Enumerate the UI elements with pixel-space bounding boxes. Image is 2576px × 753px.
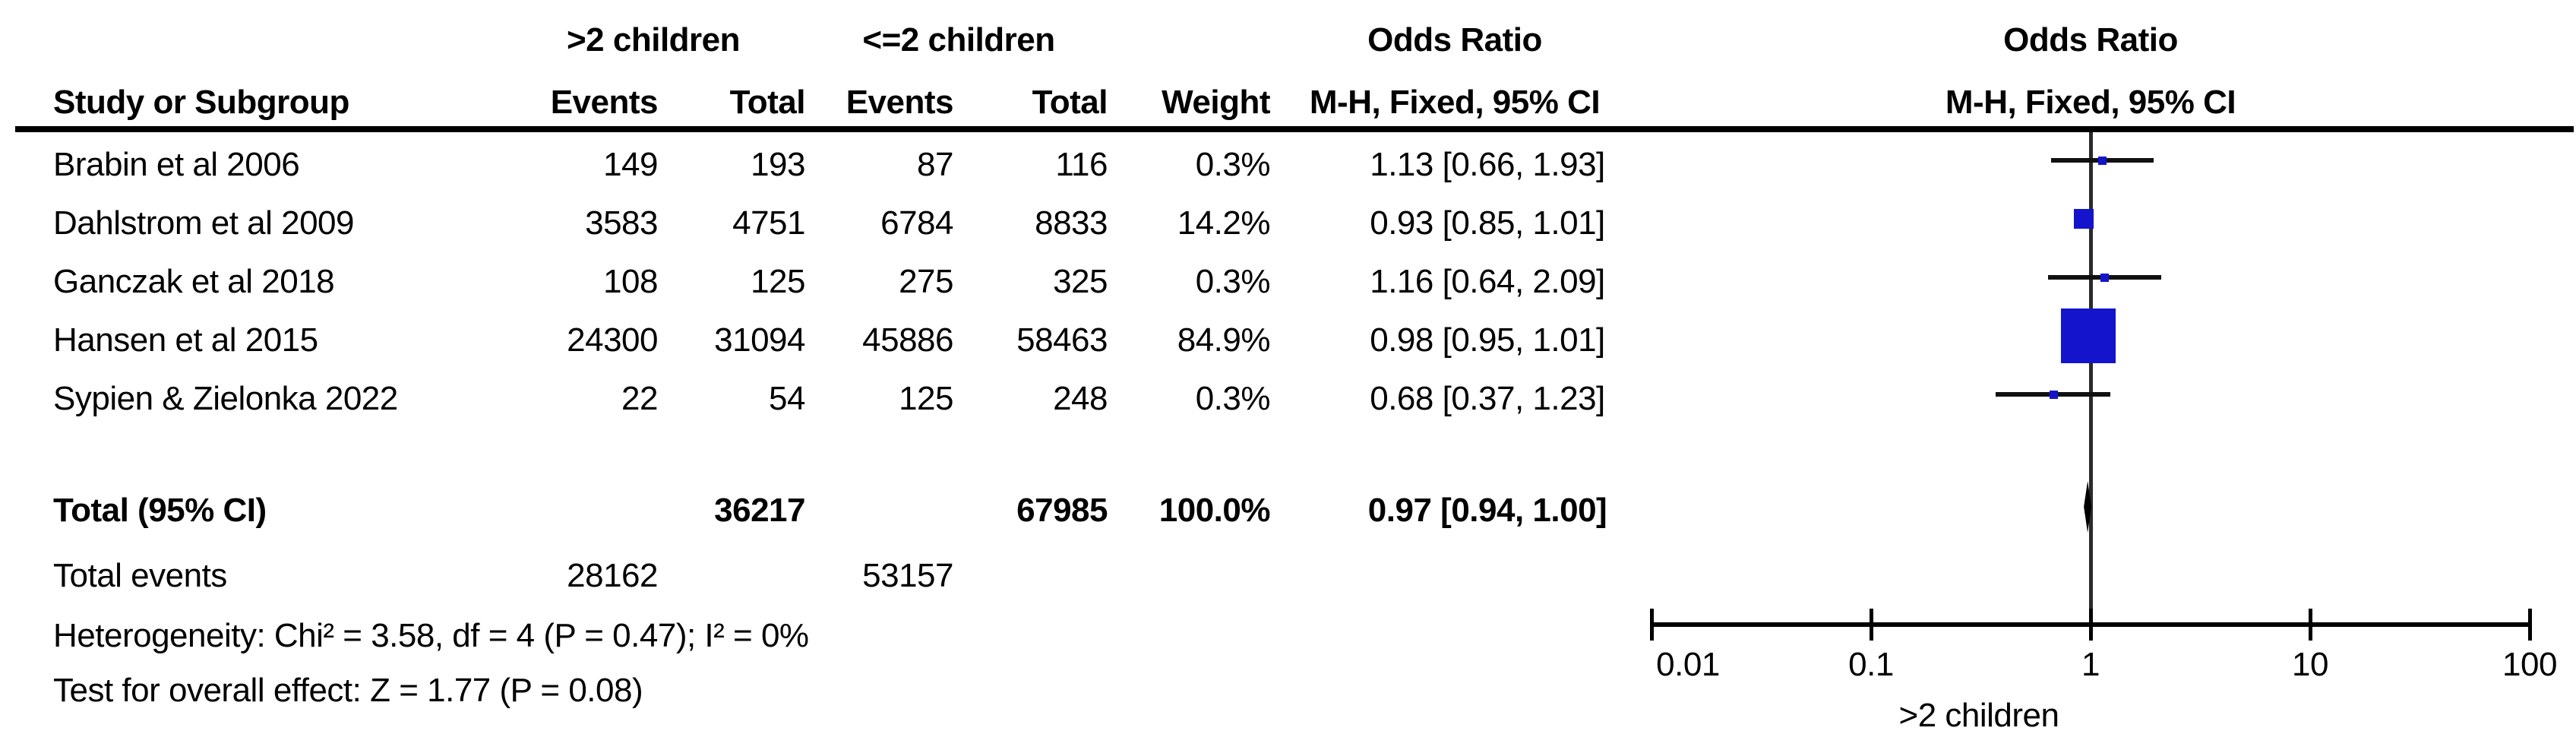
- heterogeneity-text: Heterogeneity: Chi² = 3.58, df = 4 (P = …: [53, 617, 809, 654]
- x-axis-tick: [2309, 609, 2312, 641]
- x-axis-tick: [2528, 609, 2532, 641]
- overall-effect-text: Test for overall effect: Z = 1.77 (P = 0…: [53, 672, 643, 709]
- study-name: Brabin et al 2006: [53, 146, 300, 183]
- study-row: Brabin et al 2006 149 193 87 116 0.3% 1.…: [0, 146, 2576, 184]
- x-axis-tick: [1870, 609, 1873, 641]
- study-name: Sypien & Zielonka 2022: [53, 380, 398, 417]
- events2-cell: 125: [899, 380, 953, 417]
- weight-column-header: Weight: [1162, 84, 1270, 121]
- study-row: Hansen et al 2015 24300 31094 45886 5846…: [0, 321, 2576, 359]
- events2-cell: 275: [899, 263, 953, 300]
- group1-header: >2 children: [566, 21, 741, 59]
- plot-ci-header: M-H, Fixed, 95% CI: [1945, 84, 2236, 121]
- ci-text-cell: 1.16 [0.64, 2.09]: [1370, 263, 1605, 300]
- ci-column-header: M-H, Fixed, 95% CI: [1309, 84, 1601, 121]
- total2-column-header: Total: [1032, 84, 1108, 121]
- reference-line-or1: [2089, 132, 2093, 625]
- group2-header: <=2 children: [862, 21, 1055, 59]
- x-axis-tick-label: 0.1: [1848, 646, 1894, 683]
- odds-ratio-column-title: Odds Ratio: [1367, 21, 1542, 59]
- x-axis-tick-label: 1: [2081, 646, 2100, 683]
- events2-column-header: Events: [845, 84, 954, 121]
- events2-cell: 45886: [862, 321, 953, 359]
- study-row: Dahlstrom et al 2009 3583 4751 6784 8833…: [0, 204, 2576, 242]
- weight-cell: 84.9%: [1177, 321, 1271, 359]
- total-effect-diamond: [2084, 481, 2092, 533]
- effect-square: [2050, 390, 2059, 399]
- total2-cell: 116: [1055, 146, 1108, 183]
- total2-cell: 58463: [1016, 321, 1108, 359]
- x-axis-tick-label: 10: [2292, 646, 2328, 683]
- ci-text-cell: 1.13 [0.66, 1.93]: [1370, 146, 1605, 183]
- total-events-label: Total events: [53, 557, 227, 594]
- weight-cell: 0.3%: [1195, 380, 1271, 417]
- study-column-header: Study or Subgroup: [53, 84, 349, 121]
- total-n-group1: 36217: [714, 492, 805, 529]
- total1-cell: 125: [751, 263, 805, 300]
- total-events-group2: 53157: [862, 557, 953, 594]
- x-axis-label: >2 children: [1898, 697, 2059, 734]
- total-events-row: Total events 28162 53157: [0, 557, 2576, 595]
- total2-cell: 248: [1053, 380, 1108, 417]
- total1-column-header: Total: [729, 84, 806, 121]
- total-n-group2: 67985: [1016, 492, 1108, 529]
- total-label: Total (95% CI): [53, 492, 267, 529]
- study-row: Ganczak et al 2018 108 125 275 325 0.3% …: [0, 263, 2576, 301]
- x-axis-tick: [1650, 609, 1654, 641]
- effect-square: [2061, 308, 2116, 363]
- total-ci-text: 0.97 [0.94, 1.00]: [1367, 492, 1607, 529]
- effect-square: [2097, 156, 2107, 165]
- events2-cell: 87: [917, 146, 953, 183]
- ci-text-cell: 0.68 [0.37, 1.23]: [1370, 380, 1605, 417]
- events1-column-header: Events: [550, 84, 659, 121]
- study-name: Hansen et al 2015: [53, 321, 318, 359]
- effect-square: [2073, 209, 2094, 229]
- study-name: Ganczak et al 2018: [53, 263, 335, 300]
- events1-cell: 3583: [585, 204, 658, 242]
- ci-text-cell: 0.93 [0.85, 1.01]: [1370, 204, 1605, 242]
- total-weight: 100.0%: [1158, 492, 1271, 529]
- events2-cell: 6784: [880, 204, 953, 242]
- events1-cell: 22: [621, 380, 658, 417]
- total1-cell: 193: [751, 146, 805, 183]
- events1-cell: 149: [603, 146, 658, 183]
- header-divider-rule: [15, 126, 2574, 132]
- effect-square: [2100, 273, 2110, 282]
- odds-ratio-plot-title: Odds Ratio: [2003, 21, 2178, 59]
- x-axis-tick-label: 0.01: [1656, 646, 1720, 683]
- study-row: Sypien & Zielonka 2022 22 54 125 248 0.3…: [0, 380, 2576, 418]
- weight-cell: 14.2%: [1177, 204, 1271, 242]
- total1-cell: 31094: [714, 321, 805, 359]
- weight-cell: 0.3%: [1195, 146, 1271, 183]
- ci-text-cell: 0.98 [0.95, 1.01]: [1370, 321, 1605, 359]
- total-events-group1: 28162: [567, 557, 658, 594]
- study-name: Dahlstrom et al 2009: [53, 204, 355, 242]
- events1-cell: 24300: [567, 321, 658, 359]
- weight-cell: 0.3%: [1195, 263, 1271, 300]
- total1-cell: 54: [769, 380, 805, 417]
- total-row: Total (95% CI) 36217 67985 100.0% 0.97 […: [0, 492, 2576, 530]
- x-axis-tick: [2089, 609, 2093, 641]
- total1-cell: 4751: [732, 204, 805, 242]
- x-axis-tick-label: 100: [2502, 646, 2557, 683]
- total2-cell: 325: [1053, 263, 1108, 300]
- events1-cell: 108: [603, 263, 658, 300]
- total2-cell: 8833: [1035, 204, 1108, 242]
